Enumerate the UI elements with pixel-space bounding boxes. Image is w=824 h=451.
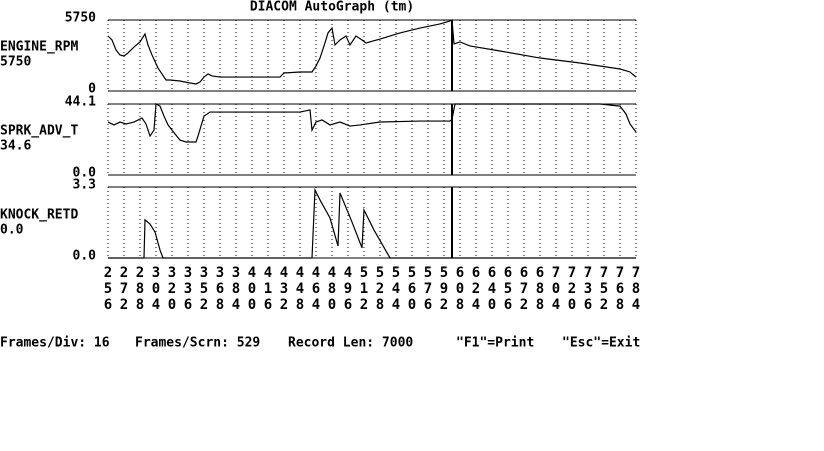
- x-tick-label: 560: [404, 265, 420, 313]
- x-tick-label: 336: [180, 265, 196, 313]
- x-tick-label: 736: [580, 265, 596, 313]
- x-tick-label: 768: [612, 265, 628, 313]
- x-tick-label: 704: [548, 265, 564, 313]
- footer-text: "Esc"=Exit: [562, 336, 640, 351]
- x-tick-label: 624: [468, 265, 484, 313]
- x-tick-label: 480: [324, 265, 340, 313]
- channel-readout: 0.0: [0, 223, 24, 238]
- channel-readout: 5750: [0, 55, 31, 70]
- channel-name: KNOCK_RETD: [0, 208, 78, 223]
- x-tick-label: 496: [340, 265, 356, 313]
- y-tick-label: 0.0: [73, 249, 97, 264]
- x-tick-label: 784: [628, 265, 644, 313]
- x-tick-label: 304: [148, 265, 164, 313]
- y-tick-label: 0.0: [73, 166, 97, 181]
- footer-text: Frames/Scrn: 529: [135, 336, 260, 351]
- x-tick-label: 256: [100, 265, 116, 313]
- x-tick-label: 400: [244, 265, 260, 313]
- x-tick-label: 272: [116, 265, 132, 313]
- x-tick-label: 752: [596, 265, 612, 313]
- channel-readout: 34.6: [0, 139, 31, 154]
- x-tick-label: 464: [308, 265, 324, 313]
- x-tick-label: 656: [500, 265, 516, 313]
- x-tick-label: 512: [356, 265, 372, 313]
- x-tick-label: 592: [436, 265, 452, 313]
- title: DIACOM AutoGraph (tm): [250, 0, 414, 15]
- channel-name: ENGINE_RPM: [0, 40, 78, 55]
- footer-text: "F1"=Print: [456, 336, 534, 351]
- x-tick-label: 576: [420, 265, 436, 313]
- x-tick-label: 640: [484, 265, 500, 313]
- x-tick-label: 368: [212, 265, 228, 313]
- footer-text: Record Len: 7000: [288, 336, 413, 351]
- y-tick-label: 5750: [65, 11, 96, 26]
- x-tick-label: 528: [372, 265, 388, 313]
- x-tick-label: 720: [564, 265, 580, 313]
- y-tick-label: 3.3: [73, 178, 96, 193]
- x-tick-label: 432: [276, 265, 292, 313]
- x-tick-label: 688: [532, 265, 548, 313]
- x-tick-label: 608: [452, 265, 468, 313]
- x-tick-label: 320: [164, 265, 180, 313]
- x-tick-label: 672: [516, 265, 532, 313]
- x-tick-label: 416: [260, 265, 276, 313]
- y-tick-label: 44.1: [65, 95, 96, 110]
- channel-name: SPRK_ADV_T: [0, 124, 78, 139]
- x-tick-label: 384: [228, 265, 244, 313]
- trace-line: [108, 187, 636, 259]
- x-tick-label: 448: [292, 265, 308, 313]
- x-tick-label: 288: [132, 265, 148, 313]
- footer-text: Frames/Div: 16: [0, 336, 110, 351]
- x-tick-label: 544: [388, 265, 404, 313]
- x-tick-label: 352: [196, 265, 212, 313]
- y-tick-label: 0: [88, 82, 96, 97]
